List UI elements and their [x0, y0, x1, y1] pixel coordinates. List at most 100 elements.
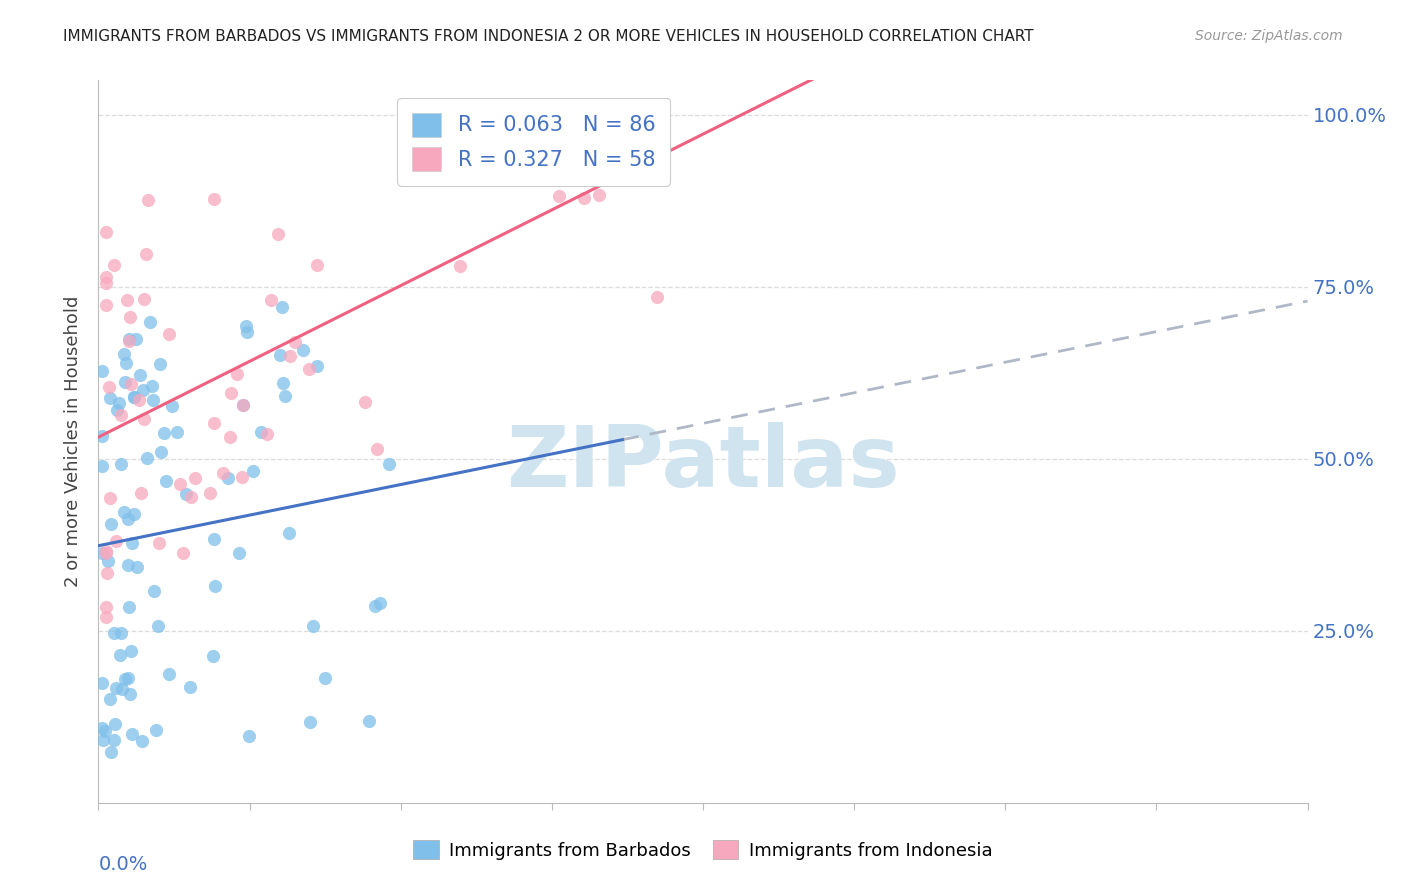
Point — [112, 346, 135, 360]
Point — [202, 192, 225, 206]
Point — [307, 359, 329, 374]
Point — [96, 270, 118, 285]
Point — [301, 619, 323, 633]
Point — [105, 403, 128, 417]
Point — [284, 335, 307, 350]
Point — [270, 301, 292, 315]
Point — [619, 108, 641, 122]
Point — [125, 332, 148, 346]
Point — [120, 377, 142, 392]
Point — [128, 393, 150, 408]
Point — [169, 477, 191, 491]
Point — [278, 349, 301, 363]
Legend: R = 0.063   N = 86, R = 0.327   N = 58: R = 0.063 N = 86, R = 0.327 N = 58 — [398, 98, 671, 186]
Point — [96, 609, 118, 624]
Point — [228, 545, 250, 559]
Point — [117, 511, 139, 525]
Point — [103, 258, 125, 272]
Point — [139, 315, 162, 329]
Y-axis label: 2 or more Vehicles in Household: 2 or more Vehicles in Household — [65, 296, 83, 587]
Point — [91, 546, 114, 560]
Point — [204, 533, 226, 547]
Point — [176, 486, 198, 500]
Point — [155, 475, 177, 489]
Point — [235, 319, 257, 334]
Text: ZIPatlas: ZIPatlas — [506, 422, 900, 505]
Point — [115, 356, 138, 370]
Point — [105, 681, 128, 696]
Point — [364, 599, 387, 613]
Point — [103, 625, 125, 640]
Point — [172, 546, 194, 560]
Point — [110, 648, 132, 662]
Point — [160, 399, 183, 413]
Point — [108, 396, 131, 410]
Point — [218, 430, 240, 444]
Point — [517, 114, 540, 128]
Point — [256, 426, 278, 441]
Point — [96, 543, 118, 558]
Point — [232, 398, 254, 412]
Point — [115, 293, 138, 308]
Point — [121, 536, 143, 550]
Point — [132, 412, 155, 426]
Point — [96, 298, 118, 312]
Point — [219, 386, 242, 401]
Point — [136, 451, 159, 466]
Point — [298, 714, 321, 729]
Point — [238, 729, 260, 743]
Point — [149, 445, 172, 459]
Point — [427, 119, 450, 133]
Point — [124, 390, 146, 404]
Point — [638, 121, 661, 136]
Point — [236, 325, 259, 339]
Point — [267, 227, 290, 242]
Point — [217, 471, 239, 485]
Point — [132, 383, 155, 397]
Point — [98, 691, 121, 706]
Text: IMMIGRANTS FROM BARBADOS VS IMMIGRANTS FROM INDONESIA 2 OR MORE VEHICLES IN HOUS: IMMIGRANTS FROM BARBADOS VS IMMIGRANTS F… — [63, 29, 1033, 44]
Point — [432, 149, 454, 163]
Point — [166, 425, 188, 439]
Point — [143, 583, 166, 598]
Text: Source: ZipAtlas.com: Source: ZipAtlas.com — [1195, 29, 1343, 43]
Point — [97, 554, 120, 568]
Point — [91, 676, 114, 690]
Point — [96, 225, 118, 239]
Point — [242, 464, 264, 478]
Point — [96, 546, 118, 560]
Point — [249, 425, 271, 439]
Point — [179, 680, 201, 694]
Point — [110, 626, 132, 640]
Point — [274, 389, 297, 403]
Point — [226, 368, 249, 382]
Point — [104, 533, 127, 548]
Point — [202, 416, 225, 430]
Point — [121, 727, 143, 741]
Point — [305, 258, 328, 272]
Point — [122, 507, 145, 521]
Point — [96, 277, 118, 291]
Point — [142, 392, 165, 407]
Point — [117, 558, 139, 572]
Point — [184, 470, 207, 484]
Point — [91, 459, 114, 474]
Point — [260, 293, 283, 307]
Point — [145, 723, 167, 737]
Point — [131, 486, 153, 500]
Point — [114, 375, 136, 389]
Point — [122, 390, 145, 404]
Point — [588, 187, 610, 202]
Text: 0.0%: 0.0% — [98, 855, 148, 874]
Point — [277, 526, 299, 541]
Legend: Immigrants from Barbados, Immigrants from Indonesia: Immigrants from Barbados, Immigrants fro… — [406, 833, 1000, 867]
Point — [97, 380, 120, 394]
Point — [91, 364, 114, 378]
Point — [298, 362, 321, 376]
Point — [128, 368, 150, 382]
Point — [91, 721, 114, 735]
Point — [645, 290, 668, 304]
Point — [100, 516, 122, 531]
Point — [118, 687, 141, 701]
Point — [120, 310, 142, 325]
